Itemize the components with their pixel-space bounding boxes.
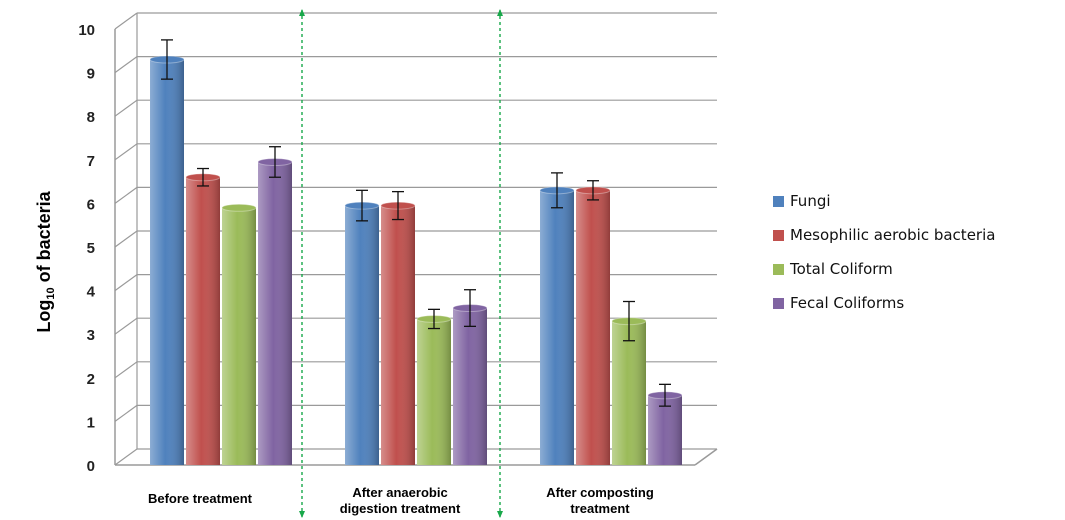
error-bar [197,167,209,187]
y-axis-label: Log10 of bacteria [34,190,57,332]
bar [416,314,452,465]
bar [149,55,185,466]
bar-shading [258,161,292,466]
legend-swatch [773,196,784,207]
error-bars [161,39,671,407]
legend-label: Fecal Coliforms [790,294,904,312]
bar-shading [576,190,610,465]
bar [539,186,575,465]
y-tick-label: 5 [87,240,95,257]
bar-shading [222,207,256,465]
bar [575,186,611,465]
y-axis-label-main: Log [34,300,54,333]
bar [452,304,488,465]
legend-label: Fungi [790,192,831,210]
bar [221,203,257,465]
bar [344,201,380,465]
legend-entry: Fecal Coliforms [773,294,904,312]
x-category-line: digestion treatment [340,501,461,516]
error-bar [161,39,173,80]
error-bar [623,300,635,342]
wall-gridline [114,404,138,422]
bar-shading [648,395,682,465]
wall-gridline [114,56,138,74]
x-category-label: After anaerobic digestion treatment [340,485,461,516]
bars [149,55,683,466]
y-tick-label: 10 [78,22,95,39]
wall-gridline [114,186,138,204]
x-category-line: Before treatment [148,491,253,506]
bar-shading [381,205,415,465]
bar-shading [345,205,379,465]
bar [185,173,221,466]
y-axis-label-rest: of bacteria [34,190,54,287]
x-category-label: Before treatment [148,491,253,506]
y-tick-label: 6 [87,196,95,213]
bar-shading [453,308,487,465]
legend-entry: Fungi [773,192,831,210]
x-category-line: After composting [546,485,654,500]
legend-entry: Mesophilic aerobic bacteria [773,226,995,244]
error-bar [428,308,440,330]
wall-gridline [114,361,138,379]
y-tick-label: 2 [87,371,95,388]
legend-label: Mesophilic aerobic bacteria [790,226,995,244]
wall-gridline [114,230,138,248]
error-bar [587,180,599,201]
error-bar [392,190,404,221]
bar [611,317,647,465]
legend-swatch [773,230,784,241]
x-category-label: After composting treatment [546,485,654,516]
bar-shading [540,190,574,465]
legend: Fungi Mesophilic aerobic bacteria Total Co… [773,192,995,312]
separator-arrow-up [497,9,503,16]
floor-edge [694,448,718,466]
x-axis-categories: Before treatment After anaerobic digestion… [148,485,654,516]
legend-swatch [773,298,784,309]
y-tick-label: 9 [87,66,95,83]
wall-gridline [114,99,138,117]
x-category-line: After anaerobic [352,485,447,500]
error-bar [551,172,563,209]
wall-gridline [114,12,138,30]
bar [647,391,683,465]
bar-shading [612,321,646,465]
y-axis-label-subscript: 10 [45,287,57,299]
error-bar [269,146,281,178]
legend-swatch [773,264,784,275]
bar-shading [150,59,184,466]
y-tick-label: 4 [87,284,96,301]
error-bar [659,383,671,407]
legend-entry: Total Coliform [773,260,893,278]
bar [380,201,416,465]
y-tick-label: 7 [87,153,95,170]
y-tick-label: 0 [87,458,95,475]
category-separators [299,9,503,518]
bar-shading [417,318,451,465]
y-tick-label: 8 [87,109,95,126]
separator-arrow-down [299,511,305,518]
wall-gridline [114,143,138,161]
y-tick-label: 3 [87,327,95,344]
legend-label: Total Coliform [789,260,893,278]
separator-arrow-down [497,511,503,518]
y-tick-label: 1 [87,414,95,431]
error-bar [464,289,476,328]
wall-gridline [114,317,138,335]
wall-gridline [114,274,138,292]
separator-arrow-up [299,9,305,16]
wall-gridline [114,448,138,466]
bar-cap [221,203,257,212]
error-bar [356,189,368,222]
bar-shading [186,177,220,466]
bar [257,157,293,466]
y-axis-ticks: 0 1 2 3 4 5 6 7 8 9 10 [78,22,95,475]
x-category-line: treatment [570,501,630,516]
